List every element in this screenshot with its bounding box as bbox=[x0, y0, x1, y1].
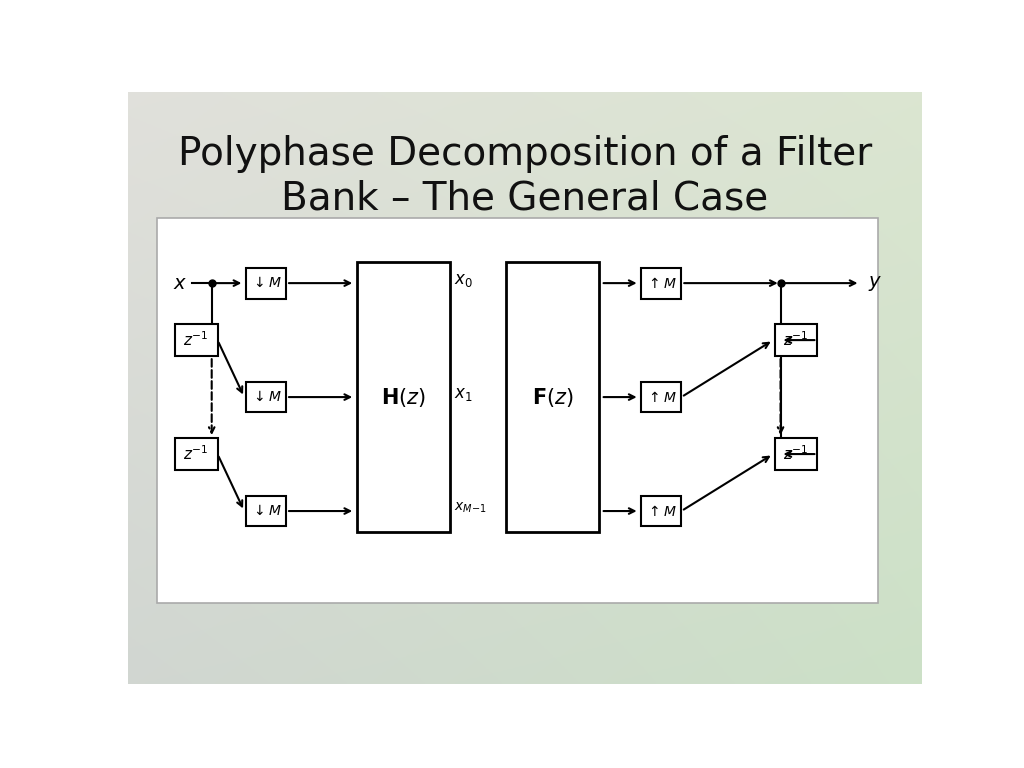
Bar bbox=[775, 324, 817, 356]
Text: $y$: $y$ bbox=[868, 273, 883, 293]
Text: $x_0$: $x_0$ bbox=[455, 271, 473, 289]
Text: Polyphase Decomposition of a Filter: Polyphase Decomposition of a Filter bbox=[178, 135, 871, 174]
Bar bbox=[175, 438, 217, 470]
Bar bbox=[246, 495, 286, 526]
Text: $\mathbf{H}(z)$: $\mathbf{H}(z)$ bbox=[381, 386, 426, 409]
Text: $x_{M\!-\!1}$: $x_{M\!-\!1}$ bbox=[455, 501, 487, 515]
Text: Bank – The General Case: Bank – The General Case bbox=[282, 180, 768, 217]
Text: $z^{-1}$: $z^{-1}$ bbox=[183, 445, 209, 463]
Text: $\uparrow M$: $\uparrow M$ bbox=[646, 389, 677, 405]
Bar bbox=[775, 438, 817, 470]
Text: $\uparrow M$: $\uparrow M$ bbox=[646, 504, 677, 518]
Bar bbox=[158, 217, 879, 603]
Text: $z^{-1}$: $z^{-1}$ bbox=[783, 331, 809, 349]
Bar bbox=[356, 262, 450, 532]
Bar bbox=[246, 382, 286, 412]
Bar bbox=[175, 324, 217, 356]
Text: $\uparrow M$: $\uparrow M$ bbox=[646, 276, 677, 290]
Text: $z^{-1}$: $z^{-1}$ bbox=[183, 331, 209, 349]
Text: $z^{-1}$: $z^{-1}$ bbox=[783, 445, 809, 463]
Text: $\downarrow M$: $\downarrow M$ bbox=[251, 390, 282, 404]
Text: $x$: $x$ bbox=[173, 273, 187, 293]
Bar bbox=[246, 268, 286, 299]
Text: $\downarrow M$: $\downarrow M$ bbox=[251, 276, 282, 290]
Text: $x_1$: $x_1$ bbox=[455, 385, 473, 403]
Bar bbox=[641, 495, 681, 526]
Bar bbox=[641, 268, 681, 299]
Text: $\downarrow M$: $\downarrow M$ bbox=[251, 504, 282, 518]
Text: $\mathbf{F}(z)$: $\mathbf{F}(z)$ bbox=[531, 386, 573, 409]
Bar bbox=[641, 382, 681, 412]
Bar bbox=[506, 262, 599, 532]
